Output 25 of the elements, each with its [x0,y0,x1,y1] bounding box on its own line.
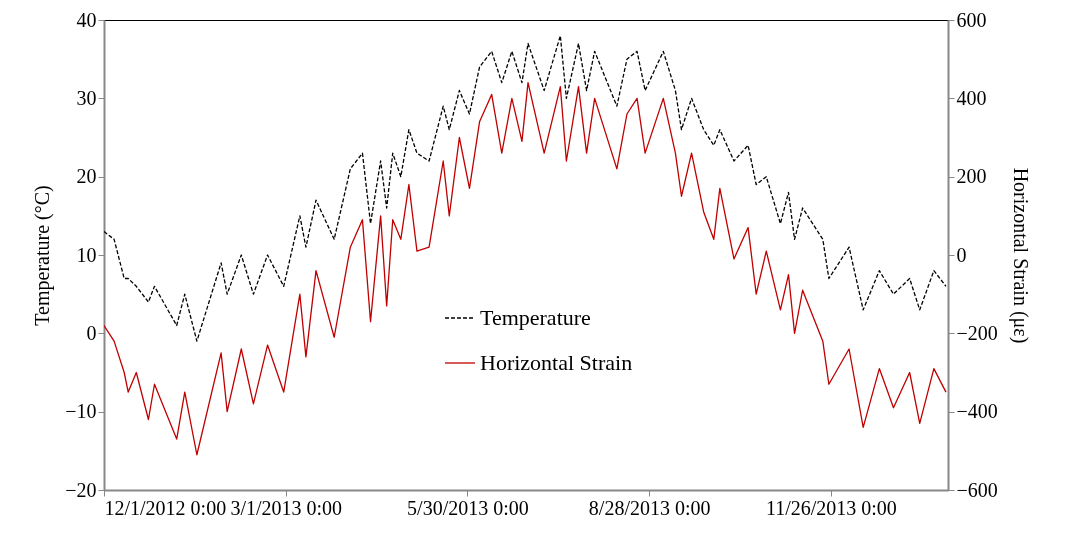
x-tick-label: 5/30/2013 0:00 [407,496,529,519]
y-axis-title: Temperature (°C) [31,185,55,326]
y2-axis-title: Horizontal Strain (με) [1008,167,1032,344]
x-tick-label: 11/26/2013 0:00 [765,496,897,519]
y2-tick-label: −600 [956,478,998,501]
y2-tick-label: −200 [956,321,998,344]
y-tick-label: −20 [65,478,97,501]
line-series [104,35,947,342]
line-series [104,82,947,456]
x-tick-label: 12/1/2012 0:00 [104,496,227,519]
y-tick-label: 30 [76,86,97,109]
y-tick-label: −10 [65,400,97,423]
y-tick-label: 0 [86,321,97,344]
legend-label: Temperature [480,305,591,330]
y2-tick-label: 0 [956,243,967,266]
x-tick-label: 3/1/2013 0:00 [230,496,343,519]
y2-tick-label: 400 [956,86,987,109]
legend-label: Horizontal Strain [480,350,633,375]
y2-tick-label: 600 [956,8,987,31]
y-tick-label: 10 [76,243,97,266]
y-tick-label: 20 [76,165,97,188]
y-tick-label: 40 [76,8,97,31]
y2-tick-label: −400 [956,400,998,423]
y2-tick-label: 200 [956,165,987,188]
x-tick-label: 8/28/2013 0:00 [588,496,711,519]
